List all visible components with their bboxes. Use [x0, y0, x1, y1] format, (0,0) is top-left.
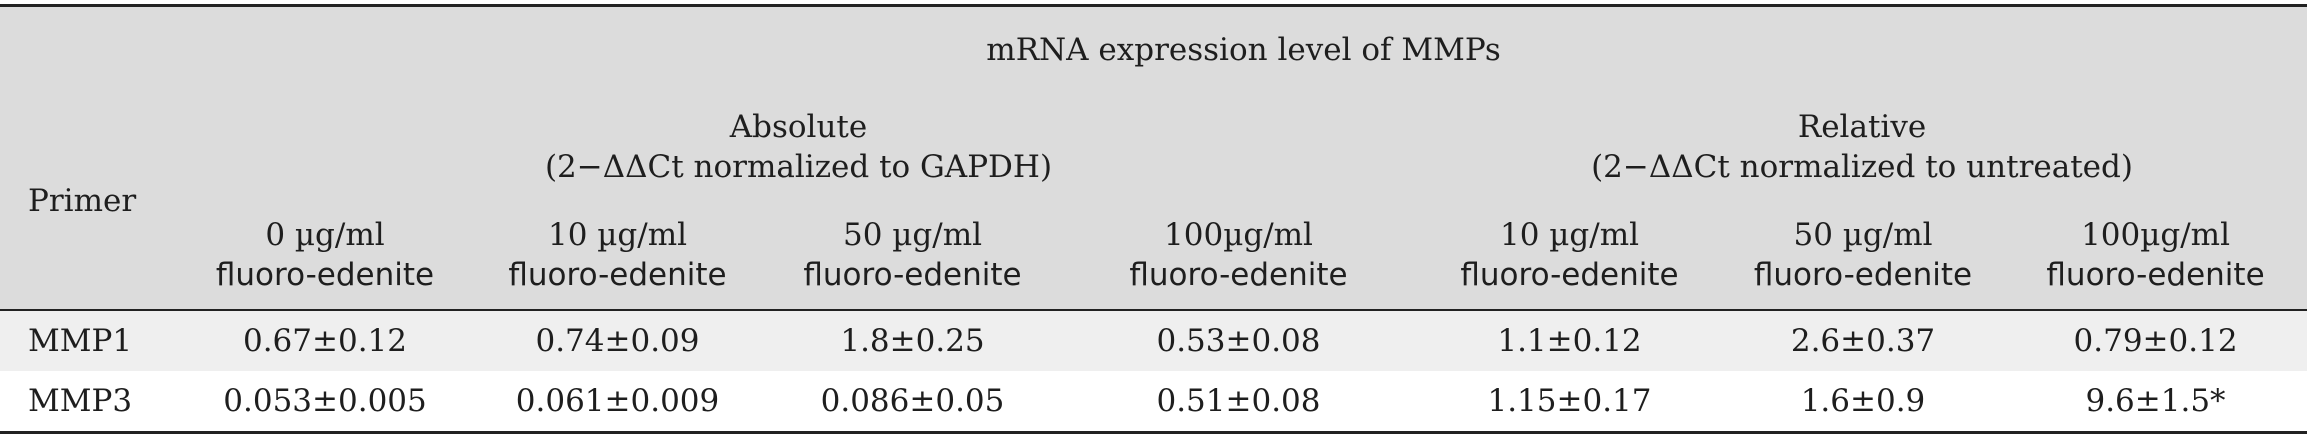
- column-concentration: 100µg/ml: [1164, 217, 1313, 253]
- value-cell: 1.8±0.25: [840, 323, 985, 359]
- column-agent: fluoro-edenite: [215, 257, 435, 293]
- value-cell: 0.53±0.08: [1156, 323, 1321, 359]
- value-cell: 0.74±0.09: [535, 323, 700, 359]
- column-agent: fluoro-edenite: [2046, 257, 2265, 293]
- primer-cell: MMP3: [28, 383, 133, 419]
- column-concentration: 50 µg/ml: [1793, 217, 1933, 253]
- group-header-absolute: Absolute (2−ΔΔCt normalized to GAPDH): [180, 93, 1417, 201]
- column-concentration: 100µg/ml: [2081, 217, 2230, 253]
- table-body: MMP1 0.67±0.12 0.74±0.09 1.8±0.25 0.53±0…: [0, 310, 2307, 433]
- column-concentration: 10 µg/ml: [547, 217, 688, 253]
- title-spacer-cell: [0, 6, 180, 94]
- group-subtitle: (2−ΔΔCt normalized to GAPDH): [544, 149, 1053, 185]
- column-header: 0 µg/ml fluoro-edenite: [180, 201, 470, 310]
- table-title: mRNA expression level of MMPs: [986, 32, 1501, 68]
- column-header: 50 µg/ml fluoro-edenite: [1722, 201, 2004, 310]
- group-name: Absolute: [729, 109, 868, 145]
- column-agent: fluoro-edenite: [1753, 257, 1973, 293]
- column-header: 10 µg/ml fluoro-edenite: [470, 201, 765, 310]
- value-cell: 0.79±0.12: [2073, 323, 2238, 359]
- primer-column-header: Primer: [28, 183, 137, 219]
- value-cell: 0.053±0.005: [223, 383, 427, 419]
- value-cell: 0.061±0.009: [515, 383, 720, 419]
- value-cell: 0.086±0.05: [820, 383, 1005, 419]
- column-agent: fluoro-edenite: [508, 257, 727, 293]
- value-cell: 1.15±0.17: [1487, 383, 1652, 419]
- value-cell: 1.1±0.12: [1497, 323, 1642, 359]
- column-agent: fluoro-edenite: [1129, 257, 1348, 293]
- column-concentration: 10 µg/ml: [1499, 217, 1640, 253]
- group-subtitle: (2−ΔΔCt normalized to untreated): [1591, 149, 2133, 185]
- column-header: 10 µg/ml fluoro-edenite: [1417, 201, 1722, 310]
- column-concentration: 0 µg/ml: [265, 217, 385, 253]
- value-cell: 9.6±1.5*: [2085, 383, 2226, 419]
- table-header: mRNA expression level of MMPs Primer Abs…: [0, 5, 2307, 310]
- column-header: 50 µg/ml fluoro-edenite: [765, 201, 1060, 310]
- value-cell: 0.51±0.08: [1156, 383, 1321, 419]
- table-row: MMP3 0.053±0.005 0.061±0.009 0.086±0.05 …: [0, 371, 2307, 433]
- column-agent: fluoro-edenite: [1460, 257, 1679, 293]
- title-row: mRNA expression level of MMPs: [0, 5, 2307, 94]
- value-cell: 1.6±0.9: [1800, 383, 1926, 419]
- concentration-row: 0 µg/ml fluoro-edenite 10 µg/ml fluoro-e…: [0, 201, 2307, 310]
- table-row: MMP1 0.67±0.12 0.74±0.09 1.8±0.25 0.53±0…: [0, 310, 2307, 371]
- column-agent: fluoro-edenite: [803, 257, 1022, 293]
- primer-cell: MMP1: [28, 323, 133, 359]
- value-cell: 2.6±0.37: [1790, 323, 1936, 359]
- column-concentration: 50 µg/ml: [842, 217, 983, 253]
- group-name: Relative: [1797, 109, 1927, 145]
- column-header: 100µg/ml fluoro-edenite: [1060, 201, 1417, 310]
- group-row: Primer Absolute (2−ΔΔCt normalized to GA…: [0, 93, 2307, 219]
- mmp-expression-table: mRNA expression level of MMPs Primer Abs…: [0, 4, 2307, 434]
- value-cell: 0.67±0.12: [242, 323, 408, 359]
- column-header: 100µg/ml fluoro-edenite: [2004, 201, 2307, 310]
- group-header-relative: Relative (2−ΔΔCt normalized to untreated…: [1417, 93, 2307, 201]
